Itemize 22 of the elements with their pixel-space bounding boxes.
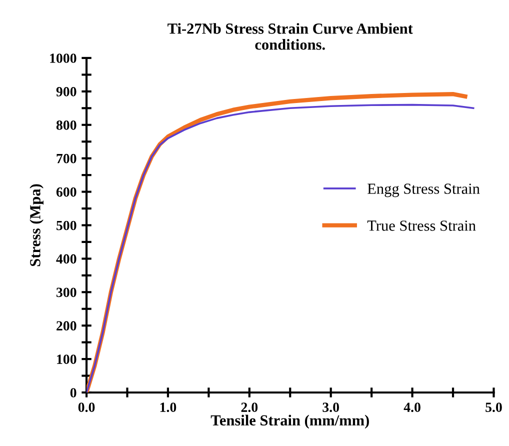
y-tick-label: 800 [56, 120, 76, 130]
y-tick-label: 100 [57, 354, 76, 364]
y-tick-label: 1000 [50, 54, 76, 63]
legend-label: Engg Stress Strain [368, 184, 480, 198]
y-tick-label: 200 [56, 321, 76, 331]
x-tick-label: 1.0 [160, 402, 176, 412]
chart-title: Ti-27Nb Stress Strain Curve Ambient conditions. [168, 23, 413, 50]
x-axis-title: Tensile Strain (mm/mm) [210, 414, 369, 429]
y-axis-title: Stress (Mpa) [30, 184, 44, 266]
y-tick-label: 900 [56, 87, 76, 96]
y-tick-label: 700 [56, 154, 76, 164]
y-tick-label: 600 [56, 187, 76, 197]
y-tick-label: 400 [56, 254, 76, 264]
x-tick-label: 0.0 [78, 402, 95, 412]
x-tick-label: 3.0 [322, 402, 339, 412]
y-tick-label: 0 [70, 388, 76, 398]
x-tick-label: 2.0 [241, 402, 258, 412]
x-tick-label: 5.0 [486, 402, 502, 412]
x-tick-label: 4.0 [404, 402, 420, 412]
y-tick-label: 300 [56, 288, 76, 298]
y-tick-label: 500 [56, 220, 76, 230]
legend-label: True Stress Strain [367, 220, 476, 231]
